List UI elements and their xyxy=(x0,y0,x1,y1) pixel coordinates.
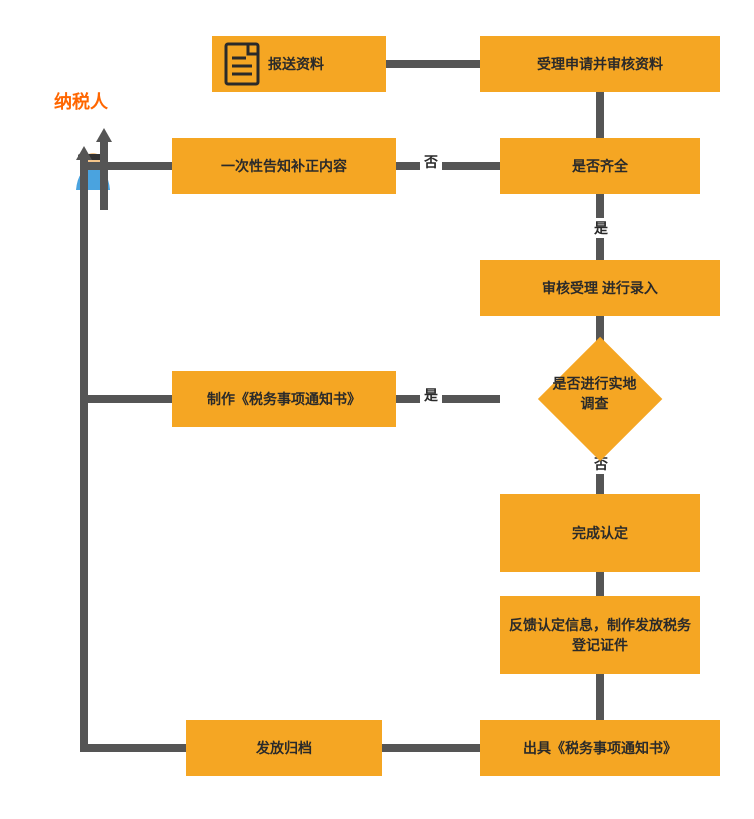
edge-label: 是 xyxy=(590,218,612,238)
flow-node-label: 出具《税务事项通知书》 xyxy=(484,738,716,758)
arrow-up-icon xyxy=(96,128,112,142)
flow-edge xyxy=(596,674,604,720)
flow-node-n0: 报送资料 xyxy=(212,36,386,92)
edge-label: 是 xyxy=(420,385,442,405)
flow-node-label: 报送资料 xyxy=(268,54,382,74)
flow-node-label: 是否进行实地调查 xyxy=(546,373,642,413)
flow-node-n5: 是否进行实地调查 xyxy=(538,337,663,462)
flow-edge xyxy=(84,744,186,752)
arrow-up-icon xyxy=(76,146,92,160)
flow-node-n2: 是否齐全 xyxy=(500,138,700,194)
flow-node-n6: 制作《税务事项通知书》 xyxy=(172,371,396,427)
flow-node-n3: 一次性告知补正内容 xyxy=(172,138,396,194)
flow-node-label: 审核受理 进行录入 xyxy=(484,278,716,298)
flow-edge xyxy=(396,162,500,170)
flow-edge xyxy=(596,572,604,596)
flow-node-label: 是否齐全 xyxy=(504,156,696,176)
flow-node-label: 制作《税务事项通知书》 xyxy=(176,389,392,409)
flow-node-n8: 反馈认定信息，制作发放税务登记证件 xyxy=(500,596,700,674)
document-icon xyxy=(224,42,260,86)
flow-edge xyxy=(80,158,88,752)
taxpayer-label: 纳税人 xyxy=(54,88,108,114)
flow-node-label: 发放归档 xyxy=(190,738,378,758)
flow-node-label: 反馈认定信息，制作发放税务登记证件 xyxy=(504,615,696,655)
flow-node-label: 受理申请并审核资料 xyxy=(484,54,716,74)
flow-node-n9: 发放归档 xyxy=(186,720,382,776)
flow-edge xyxy=(100,140,108,210)
flow-edge xyxy=(596,92,604,138)
flow-edge xyxy=(386,60,480,68)
flow-node-n10: 出具《税务事项通知书》 xyxy=(480,720,720,776)
flow-node-label: 一次性告知补正内容 xyxy=(176,156,392,176)
flow-node-n7: 完成认定 xyxy=(500,494,700,572)
flow-node-label: 完成认定 xyxy=(504,523,696,543)
flow-node-n1: 受理申请并审核资料 xyxy=(480,36,720,92)
flow-edge xyxy=(382,744,480,752)
flow-edge xyxy=(396,395,500,403)
edge-label: 否 xyxy=(420,152,442,172)
flow-node-n4: 审核受理 进行录入 xyxy=(480,260,720,316)
flow-edge xyxy=(88,395,172,403)
